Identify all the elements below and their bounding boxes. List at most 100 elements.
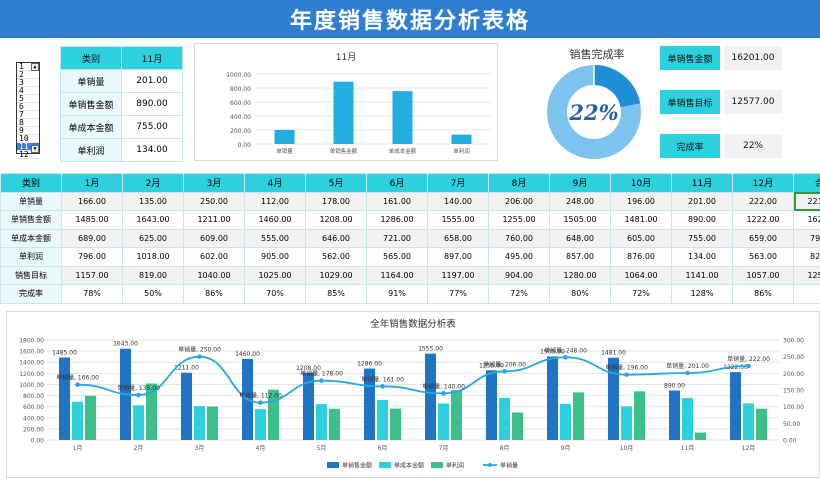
table-cell[interactable]: 86% <box>733 285 794 304</box>
table-header-month[interactable]: 10月 <box>611 174 672 193</box>
summary-value[interactable]: 890.00 <box>122 93 183 116</box>
table-header-month[interactable]: 9月 <box>550 174 611 193</box>
table-cell[interactable]: 1255.00 <box>489 211 550 230</box>
table-cell[interactable]: 140.00 <box>428 192 489 211</box>
table-cell[interactable]: 77% <box>428 285 489 304</box>
table-cell[interactable]: 222.00 <box>733 192 794 211</box>
table-cell[interactable]: 625.00 <box>123 229 184 248</box>
table-cell[interactable]: 85% <box>306 285 367 304</box>
table-cell[interactable]: 1460.00 <box>245 211 306 230</box>
table-header-month[interactable]: 4月 <box>245 174 306 193</box>
table-cell[interactable] <box>794 285 820 304</box>
table-cell[interactable]: 1505.00 <box>550 211 611 230</box>
table-cell[interactable]: 135.00 <box>123 192 184 211</box>
table-cell[interactable]: 819.00 <box>123 266 184 285</box>
table-cell[interactable]: 206.00 <box>489 192 550 211</box>
table-row-label[interactable]: 单利润 <box>1 248 62 267</box>
table-cell[interactable]: 1057.00 <box>733 266 794 285</box>
table-header-month[interactable]: 合计 <box>794 174 820 193</box>
table-cell[interactable]: 86% <box>184 285 245 304</box>
table-cell[interactable]: 562.00 <box>306 248 367 267</box>
table-cell[interactable]: 721.00 <box>367 229 428 248</box>
table-cell[interactable]: 890.00 <box>672 211 733 230</box>
table-cell[interactable]: 1040.00 <box>184 266 245 285</box>
table-cell[interactable]: 72% <box>611 285 672 304</box>
table-cell[interactable]: 78% <box>62 285 123 304</box>
table-cell[interactable]: 495.00 <box>489 248 550 267</box>
table-header-month[interactable]: 1月 <box>62 174 123 193</box>
table-header-month[interactable]: 11月 <box>672 174 733 193</box>
spinner-up-icon[interactable]: ▲ <box>31 63 39 71</box>
table-cell[interactable]: 646.00 <box>306 229 367 248</box>
table-header-month[interactable]: 7月 <box>428 174 489 193</box>
table-row-label[interactable]: 销售目标 <box>1 266 62 285</box>
table-cell[interactable]: 897.00 <box>428 248 489 267</box>
table-cell[interactable]: 201.00 <box>672 192 733 211</box>
table-cell[interactable]: 166.00 <box>62 192 123 211</box>
table-header-category[interactable]: 类别 <box>1 174 62 193</box>
spinner-down-icon[interactable]: ▼ <box>31 145 39 153</box>
table-cell[interactable]: 128% <box>672 285 733 304</box>
table-cell[interactable]: 8269.0 <box>794 248 820 267</box>
table-cell[interactable]: 80% <box>550 285 611 304</box>
table-cell[interactable]: 755.00 <box>672 229 733 248</box>
table-cell[interactable]: 1029.00 <box>306 266 367 285</box>
table-row-label[interactable]: 单销量 <box>1 192 62 211</box>
table-cell[interactable]: 161.00 <box>367 192 428 211</box>
table-cell[interactable]: 250.00 <box>184 192 245 211</box>
table-cell[interactable]: 2215.00 <box>794 192 820 211</box>
table-header-month[interactable]: 6月 <box>367 174 428 193</box>
table-cell[interactable]: 876.00 <box>611 248 672 267</box>
table-cell[interactable]: 1018.00 <box>123 248 184 267</box>
completion-donut-chart[interactable]: 22% <box>544 62 644 162</box>
table-row-label[interactable]: 单成本金额 <box>1 229 62 248</box>
table-header-month[interactable]: 3月 <box>184 174 245 193</box>
table-cell[interactable]: 1141.00 <box>672 266 733 285</box>
table-cell[interactable]: 1222.00 <box>733 211 794 230</box>
table-header-month[interactable]: 5月 <box>306 174 367 193</box>
table-cell[interactable]: 555.00 <box>245 229 306 248</box>
table-cell[interactable]: 248.00 <box>550 192 611 211</box>
table-cell[interactable]: 857.00 <box>550 248 611 267</box>
table-cell[interactable]: 565.00 <box>367 248 428 267</box>
table-cell[interactable]: 112.00 <box>245 192 306 211</box>
table-cell[interactable]: 1485.00 <box>62 211 123 230</box>
table-cell[interactable]: 1211.00 <box>184 211 245 230</box>
table-cell[interactable]: 16201.0 <box>794 211 820 230</box>
table-cell[interactable]: 760.00 <box>489 229 550 248</box>
table-cell[interactable]: 1286.00 <box>367 211 428 230</box>
table-cell[interactable]: 1280.00 <box>550 266 611 285</box>
table-cell[interactable]: 796.00 <box>62 248 123 267</box>
table-cell[interactable]: 1164.00 <box>367 266 428 285</box>
table-cell[interactable]: 196.00 <box>611 192 672 211</box>
table-cell[interactable]: 1064.00 <box>611 266 672 285</box>
table-header-month[interactable]: 2月 <box>123 174 184 193</box>
table-cell[interactable]: 134.00 <box>672 248 733 267</box>
table-cell[interactable]: 72% <box>489 285 550 304</box>
table-cell[interactable]: 178.00 <box>306 192 367 211</box>
table-row-label[interactable]: 完成率 <box>1 285 62 304</box>
table-cell[interactable]: 658.00 <box>428 229 489 248</box>
table-cell[interactable]: 1157.00 <box>62 266 123 285</box>
table-cell[interactable]: 904.00 <box>489 266 550 285</box>
summary-value[interactable]: 201.00 <box>122 70 183 93</box>
table-cell[interactable]: 1208.00 <box>306 211 367 230</box>
table-cell[interactable]: 689.00 <box>62 229 123 248</box>
table-cell[interactable]: 7932.0 <box>794 229 820 248</box>
table-cell[interactable]: 563.00 <box>733 248 794 267</box>
table-cell[interactable]: 605.00 <box>611 229 672 248</box>
table-row-label[interactable]: 单销售金额 <box>1 211 62 230</box>
table-cell[interactable]: 648.00 <box>550 229 611 248</box>
table-cell[interactable]: 1643.00 <box>123 211 184 230</box>
table-header-month[interactable]: 12月 <box>733 174 794 193</box>
table-cell[interactable]: 1555.00 <box>428 211 489 230</box>
table-cell[interactable]: 1025.00 <box>245 266 306 285</box>
table-cell[interactable]: 1197.00 <box>428 266 489 285</box>
table-cell[interactable]: 70% <box>245 285 306 304</box>
table-cell[interactable]: 609.00 <box>184 229 245 248</box>
table-header-month[interactable]: 8月 <box>489 174 550 193</box>
table-cell[interactable]: 602.00 <box>184 248 245 267</box>
